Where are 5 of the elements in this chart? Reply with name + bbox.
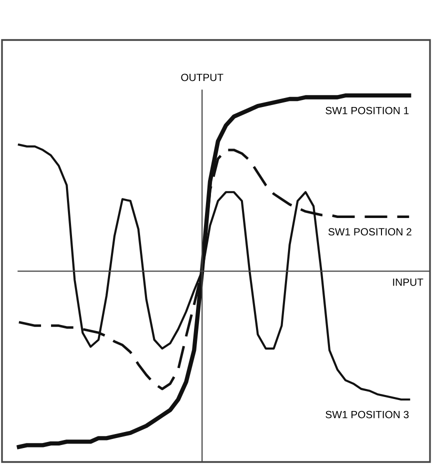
series-label: SW1 POSITION 3: [326, 410, 409, 418]
series-label: SW1 POSITION 2: [328, 228, 412, 236]
series-label: SW1 POSITION 1: [326, 106, 409, 114]
y-axis-title: OUTPUT: [181, 74, 224, 82]
x-axis-title: INPUT: [393, 278, 424, 286]
